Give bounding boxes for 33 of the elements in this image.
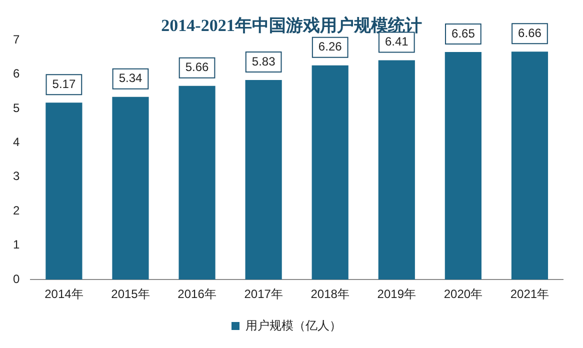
legend-label: 用户规模（亿人） — [246, 318, 342, 332]
bar — [444, 52, 482, 280]
bar — [378, 60, 415, 280]
y-tick-label: 7 — [12, 32, 20, 46]
bar — [511, 52, 548, 280]
x-tick-label: 2020年 — [444, 287, 483, 302]
bar — [245, 80, 282, 280]
x-tick-label: 2017年 — [244, 287, 283, 302]
data-label: 5.83 — [252, 54, 276, 68]
y-tick-label: 1 — [12, 238, 20, 252]
x-tick-label: 2019年 — [377, 287, 416, 302]
data-label: 6.65 — [452, 26, 476, 40]
bar — [178, 86, 216, 280]
data-label: 5.66 — [185, 60, 210, 74]
bar — [46, 102, 82, 280]
data-label: 5.34 — [118, 71, 142, 86]
x-tick-label: 2014年 — [44, 287, 84, 302]
x-tick-label: 2016年 — [178, 287, 216, 302]
y-tick-label: 5 — [12, 100, 20, 115]
data-label: 5.17 — [52, 76, 76, 91]
data-label: 6.41 — [384, 34, 409, 49]
data-label: 6.26 — [318, 40, 342, 54]
x-tick-label: 2021年 — [510, 287, 550, 302]
bar — [112, 96, 149, 280]
y-tick-label: 0 — [12, 272, 20, 286]
x-tick-label: 2018年 — [310, 287, 350, 302]
y-tick-label: 4 — [12, 135, 20, 149]
bar — [312, 65, 348, 280]
data-label: 6.66 — [518, 26, 542, 40]
y-tick-label: 3 — [12, 169, 20, 184]
y-tick-label: 6 — [12, 66, 20, 81]
x-tick-label: 2015年 — [111, 287, 150, 302]
y-tick-label: 2 — [12, 203, 20, 218]
